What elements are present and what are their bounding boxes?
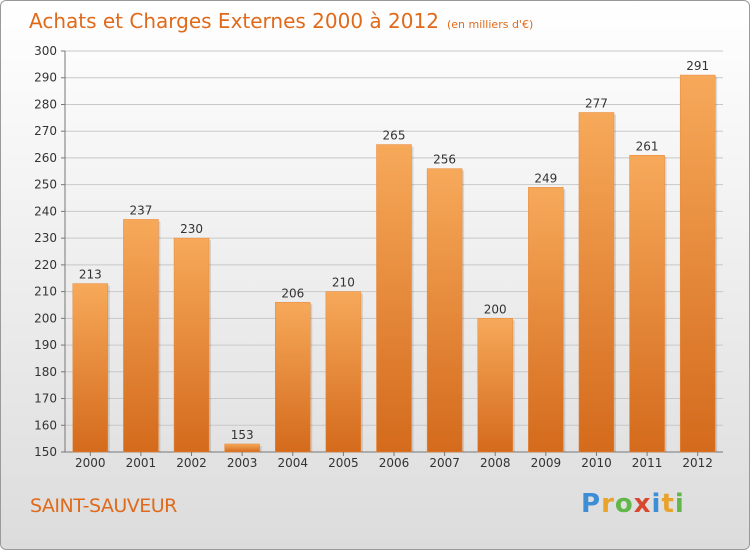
y-tick-label: 230 <box>34 231 57 245</box>
bar <box>325 291 362 453</box>
bar-value-label: 200 <box>484 302 507 316</box>
x-tick-label: 2000 <box>75 456 106 470</box>
bar <box>528 187 564 453</box>
bar-value-label: 261 <box>636 139 659 153</box>
x-tick-label: 2008 <box>480 456 511 470</box>
x-tick-label: 2007 <box>429 456 460 470</box>
brand-logo-letter: o <box>614 489 634 519</box>
bar-value-label: 153 <box>231 428 254 442</box>
bar-value-label: 206 <box>281 286 304 300</box>
bar-value-label: 291 <box>686 59 709 73</box>
y-tick-label: 150 <box>34 445 57 459</box>
x-tick-label: 2006 <box>379 456 410 470</box>
bar <box>578 112 615 453</box>
bar-value-label: 213 <box>79 268 102 282</box>
x-tick-label: 2011 <box>632 456 663 470</box>
bar <box>477 318 513 453</box>
brand-logo-letter: t <box>661 489 675 519</box>
bar <box>679 74 716 453</box>
y-tick-label: 170 <box>34 392 57 406</box>
brand-logo-letter: i <box>674 489 685 519</box>
x-tick-label: 2009 <box>531 456 562 470</box>
bar <box>426 168 463 453</box>
x-tick-label: 2012 <box>682 456 713 470</box>
brand-logo-letter: x <box>633 489 652 519</box>
x-tick-label: 2005 <box>328 456 359 470</box>
y-tick-label: 210 <box>34 285 57 299</box>
bar-value-label: 265 <box>383 129 406 143</box>
chart-title-text: Achats et Charges Externes 2000 à 2012 <box>29 9 439 33</box>
x-tick-label: 2001 <box>126 456 157 470</box>
bar <box>629 155 665 453</box>
y-tick-label: 260 <box>34 151 57 165</box>
bar <box>224 443 260 453</box>
bar <box>173 237 210 453</box>
x-tick-label: 2003 <box>227 456 258 470</box>
location-label: SAINT-SAUVEUR <box>30 495 177 517</box>
y-tick-label: 300 <box>34 44 57 58</box>
chart-subtitle: (en milliers d'€) <box>446 18 534 31</box>
y-tick-label: 220 <box>34 258 57 272</box>
y-tick-label: 250 <box>34 178 57 192</box>
bar <box>376 144 412 453</box>
y-tick-label: 290 <box>34 71 57 85</box>
brand-logo-letter: P <box>581 489 602 519</box>
bar-value-label: 277 <box>585 96 608 110</box>
x-tick-label: 2004 <box>277 456 308 470</box>
brand-logo-letter: r <box>601 489 615 519</box>
y-tick-label: 280 <box>34 97 57 111</box>
y-tick-label: 180 <box>34 365 57 379</box>
bar-value-label: 210 <box>332 276 355 290</box>
bar-value-label: 256 <box>433 153 456 167</box>
bar <box>72 283 109 453</box>
x-tick-label: 2002 <box>176 456 207 470</box>
x-tick-label: 2010 <box>581 456 612 470</box>
y-tick-label: 190 <box>34 338 57 352</box>
y-tick-label: 200 <box>34 311 57 325</box>
bar-value-label: 237 <box>129 203 152 217</box>
bar <box>275 302 311 453</box>
bar <box>123 219 159 453</box>
bar-value-label: 249 <box>534 171 557 185</box>
y-tick-label: 270 <box>34 124 57 138</box>
chart-title: Achats et Charges Externes 2000 à 2012 (e… <box>29 9 533 33</box>
y-tick-label: 240 <box>34 204 57 218</box>
bar-value-label: 230 <box>180 222 203 236</box>
y-tick-label: 160 <box>34 418 57 432</box>
brand-logo-letter: i <box>651 489 662 519</box>
brand-logo: Proxiti <box>581 489 685 519</box>
